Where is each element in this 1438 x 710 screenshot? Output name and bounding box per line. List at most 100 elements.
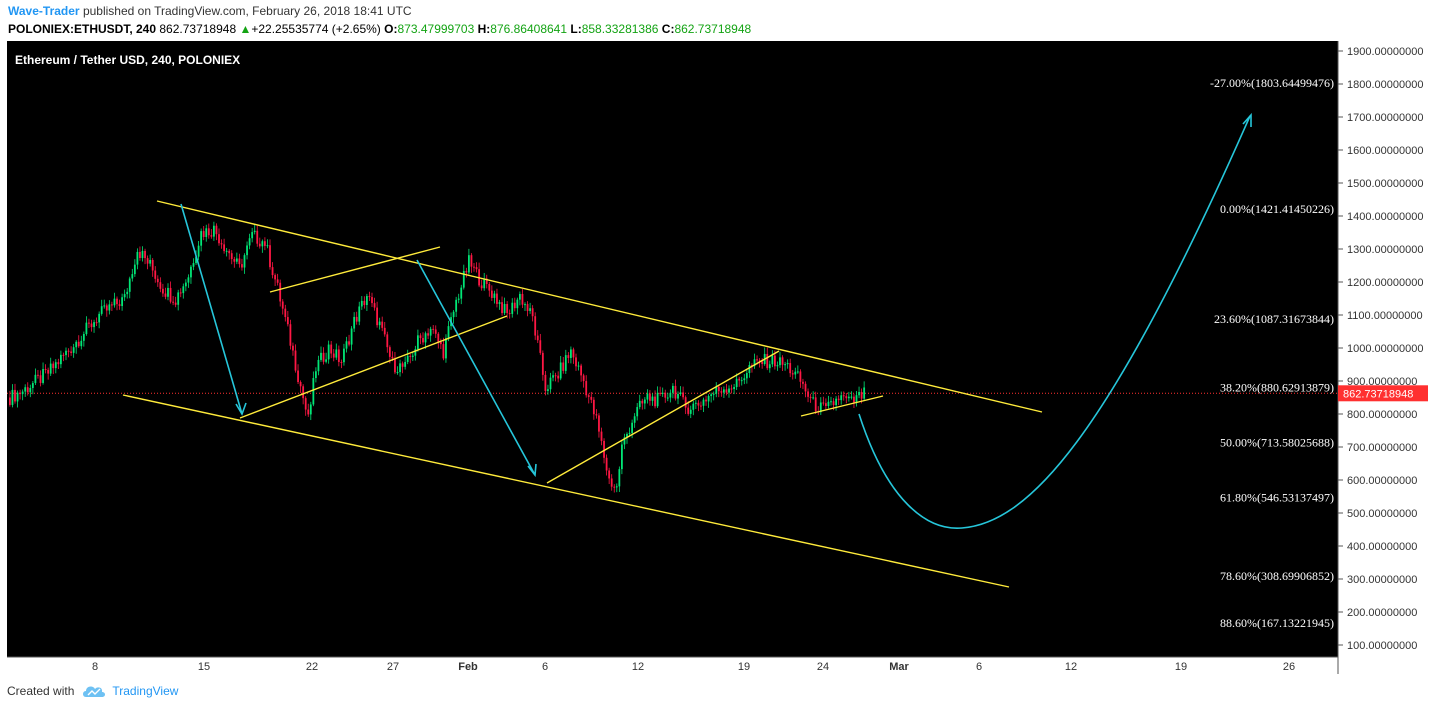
candle-body [256, 230, 259, 244]
candle-body [796, 371, 799, 373]
candle-body [575, 357, 577, 367]
candle-body [266, 245, 269, 247]
y-tick-label: 1200.00000000 [1347, 277, 1423, 289]
candle-body [95, 322, 98, 324]
plot-area[interactable] [7, 41, 1338, 657]
y-tick-label: 1400.00000000 [1347, 211, 1423, 223]
channel-lower-line [122, 394, 1010, 588]
candle-body [286, 317, 289, 325]
price-chart[interactable]: Ethereum / Tether USD, 240, POLONIEX 190… [7, 41, 1438, 674]
candle-body [784, 364, 786, 366]
candle-body [855, 395, 858, 403]
candle-body [498, 302, 501, 304]
candle-body [294, 350, 297, 371]
candles [9, 221, 866, 493]
low-value: 858.33281386 [581, 22, 659, 36]
author-name[interactable]: Wave-Trader [8, 4, 80, 18]
candle-body [116, 298, 118, 305]
tradingview-link[interactable]: TradingView [112, 684, 179, 698]
candle-body [281, 301, 284, 309]
candle-body [753, 359, 756, 367]
candle-body [414, 349, 417, 356]
projection-arrows [180, 112, 1252, 529]
candle-body [131, 274, 134, 279]
candle-body [799, 371, 802, 382]
candle-body [151, 259, 154, 271]
candle-body [233, 259, 236, 262]
candle-body [682, 392, 684, 398]
y-tick-label: 600.00000000 [1347, 475, 1417, 487]
candle-body [317, 359, 320, 372]
candle-body [649, 393, 651, 401]
candle-body [432, 328, 435, 330]
candle-body [490, 290, 493, 298]
candle-body [105, 305, 108, 311]
candle-body [692, 403, 695, 410]
candle-body [371, 297, 373, 304]
candle-body [562, 362, 565, 371]
candle-body [858, 391, 860, 396]
candle-body [309, 404, 312, 415]
candle-body [646, 393, 649, 400]
time-axis[interactable] [7, 657, 1338, 674]
candle-body [534, 316, 537, 336]
candle-body [72, 347, 75, 353]
candle-body [315, 371, 317, 379]
candle-body [149, 259, 152, 264]
candle-body [503, 304, 506, 314]
candle-body [187, 277, 190, 283]
candle-body [42, 369, 44, 383]
candle-body [786, 363, 789, 365]
candle-body [368, 296, 371, 298]
candle-body [67, 350, 70, 352]
candle-body [174, 302, 177, 305]
candle-body [794, 371, 797, 375]
candle-body [603, 440, 605, 458]
candle-body [539, 340, 542, 353]
candle-body [16, 392, 19, 402]
candle-body [774, 355, 776, 367]
candle-body [666, 397, 669, 399]
candle-body [559, 362, 562, 379]
candle-body [452, 311, 455, 318]
symbol-label: POLONIEX:ETHUSDT, 240 [8, 22, 157, 36]
candle-body [659, 392, 662, 394]
candle-body [804, 383, 807, 392]
candle-body [207, 228, 210, 236]
open-value: 873.47999703 [397, 22, 475, 36]
candle-body [417, 335, 419, 350]
candle-body [215, 225, 218, 235]
candle-body [31, 383, 34, 388]
wedge-lower-line [239, 315, 508, 419]
candle-body [700, 405, 702, 407]
y-tick-label: 1100.00000000 [1347, 310, 1423, 322]
projection-arrow-head [1242, 112, 1252, 127]
price-change: +22.25535774 (+2.65%) [251, 22, 381, 36]
candle-body [697, 402, 700, 406]
candle-body [636, 407, 639, 417]
y-tick-label: 1800.00000000 [1347, 79, 1423, 91]
candle-body [21, 391, 24, 395]
x-axis-ticks: 8 15 22 27 Feb 6 12 19 24 Mar 6 12 19 26 [92, 661, 1295, 673]
candle-body [735, 378, 738, 388]
price-axis[interactable] [1338, 41, 1438, 674]
up-triangle-icon: ▲ [239, 22, 252, 36]
candle-body [434, 329, 437, 334]
candle-body [605, 457, 608, 471]
candle-body [618, 469, 621, 487]
candle-body [570, 349, 572, 358]
candle-body [480, 285, 483, 289]
y-tick-label: 100.00000000 [1347, 640, 1417, 652]
candle-body [587, 395, 590, 397]
candle-body [192, 263, 195, 267]
candle-body [501, 302, 503, 314]
candle-body [243, 255, 246, 268]
candle-body [258, 243, 261, 247]
candle-body [264, 241, 266, 246]
candle-body [289, 324, 292, 346]
x-tick-label: 15 [198, 661, 210, 673]
candle-body [144, 250, 146, 259]
candle-body [276, 279, 279, 283]
candle-body [779, 357, 781, 366]
candle-body [677, 394, 679, 399]
